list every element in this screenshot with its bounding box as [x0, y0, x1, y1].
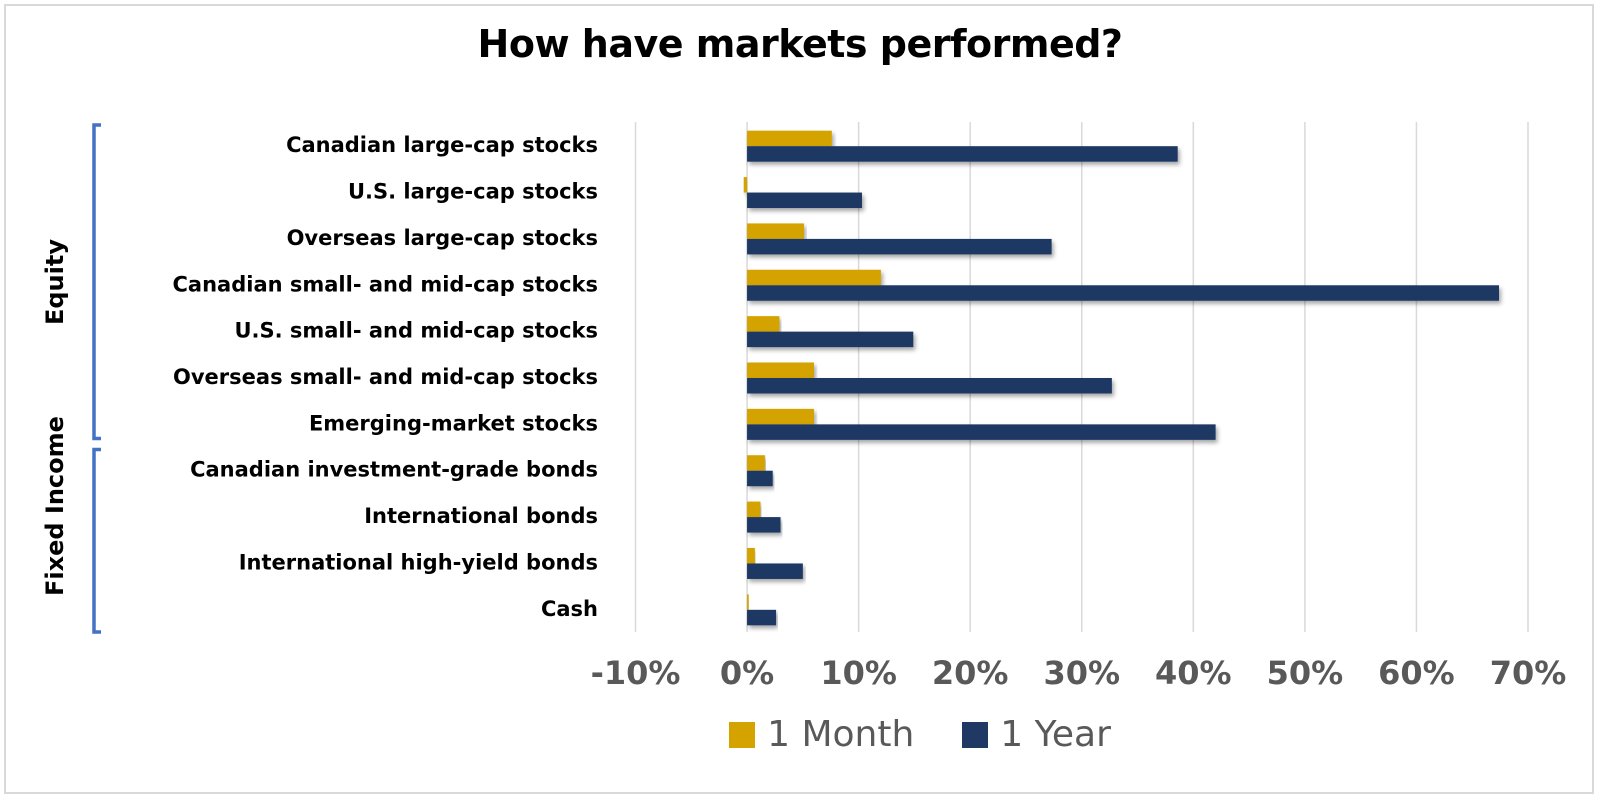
x-tick-label: 0% — [720, 654, 774, 692]
group-bracket — [92, 447, 101, 634]
bar-1-year — [747, 563, 803, 579]
bar-1-year — [747, 146, 1178, 162]
bar-1-year — [747, 192, 862, 209]
group-label-fixed-income: Fixed Income — [41, 415, 69, 596]
category-label: U.S. large-cap stocks — [348, 180, 598, 204]
bar-1-month — [747, 594, 749, 610]
bar-1-month — [747, 316, 780, 332]
bar-1-year — [747, 378, 1112, 394]
bar-1-year — [747, 238, 1052, 255]
x-tick-label: 40% — [1155, 654, 1232, 692]
bar-1-month — [747, 455, 765, 471]
bar-1-year — [747, 609, 777, 626]
bar-1-month — [747, 547, 755, 564]
bar-1-month — [747, 130, 832, 147]
category-label: Canadian investment-grade bonds — [190, 458, 598, 482]
bar-1-year — [747, 331, 914, 348]
bar-1-month — [747, 269, 881, 286]
chart-frame — [4, 4, 1594, 794]
category-label: Emerging-market stocks — [309, 411, 598, 435]
bar-1-year — [747, 285, 1499, 301]
legend-label: 1 Year — [1000, 714, 1111, 755]
x-tick-label: 60% — [1378, 654, 1455, 692]
x-tick-label: -10% — [591, 654, 681, 692]
legend-swatch — [962, 721, 989, 748]
legend-item-1-year: 1 Year — [962, 714, 1111, 755]
bar-1-month — [747, 223, 804, 239]
bar-1-year — [747, 470, 773, 487]
category-label: Cash — [541, 597, 598, 621]
category-label: Overseas small- and mid-cap stocks — [173, 365, 598, 389]
x-tick-label: 70% — [1490, 654, 1567, 692]
category-label: International high-yield bonds — [239, 550, 598, 574]
bar-1-year — [747, 424, 1216, 440]
x-tick-label: 10% — [820, 654, 897, 692]
bar-1-month — [747, 501, 761, 518]
legend-swatch — [729, 721, 756, 748]
legend-label: 1 Month — [767, 714, 915, 755]
group-bracket — [92, 123, 101, 441]
bar-1-month — [747, 362, 814, 378]
category-label: International bonds — [364, 504, 598, 528]
category-label: Overseas large-cap stocks — [287, 226, 598, 250]
bar-1-year — [747, 517, 781, 533]
x-tick-label: 30% — [1043, 654, 1120, 692]
category-label: U.S. small- and mid-cap stocks — [234, 319, 598, 343]
x-tick-label: 50% — [1267, 654, 1344, 692]
bar-1-month — [747, 408, 814, 425]
x-tick-label: 20% — [932, 654, 1009, 692]
bar-1-month — [743, 177, 748, 193]
group-label-equity: Equity — [41, 238, 69, 325]
category-label: Canadian large-cap stocks — [286, 133, 598, 157]
chart-title: How have markets performed? — [477, 22, 1123, 66]
category-label: Canadian small- and mid-cap stocks — [173, 272, 598, 296]
legend: 1 Month 1 Year — [0, 714, 1600, 755]
legend-item-1-month: 1 Month — [729, 714, 914, 755]
